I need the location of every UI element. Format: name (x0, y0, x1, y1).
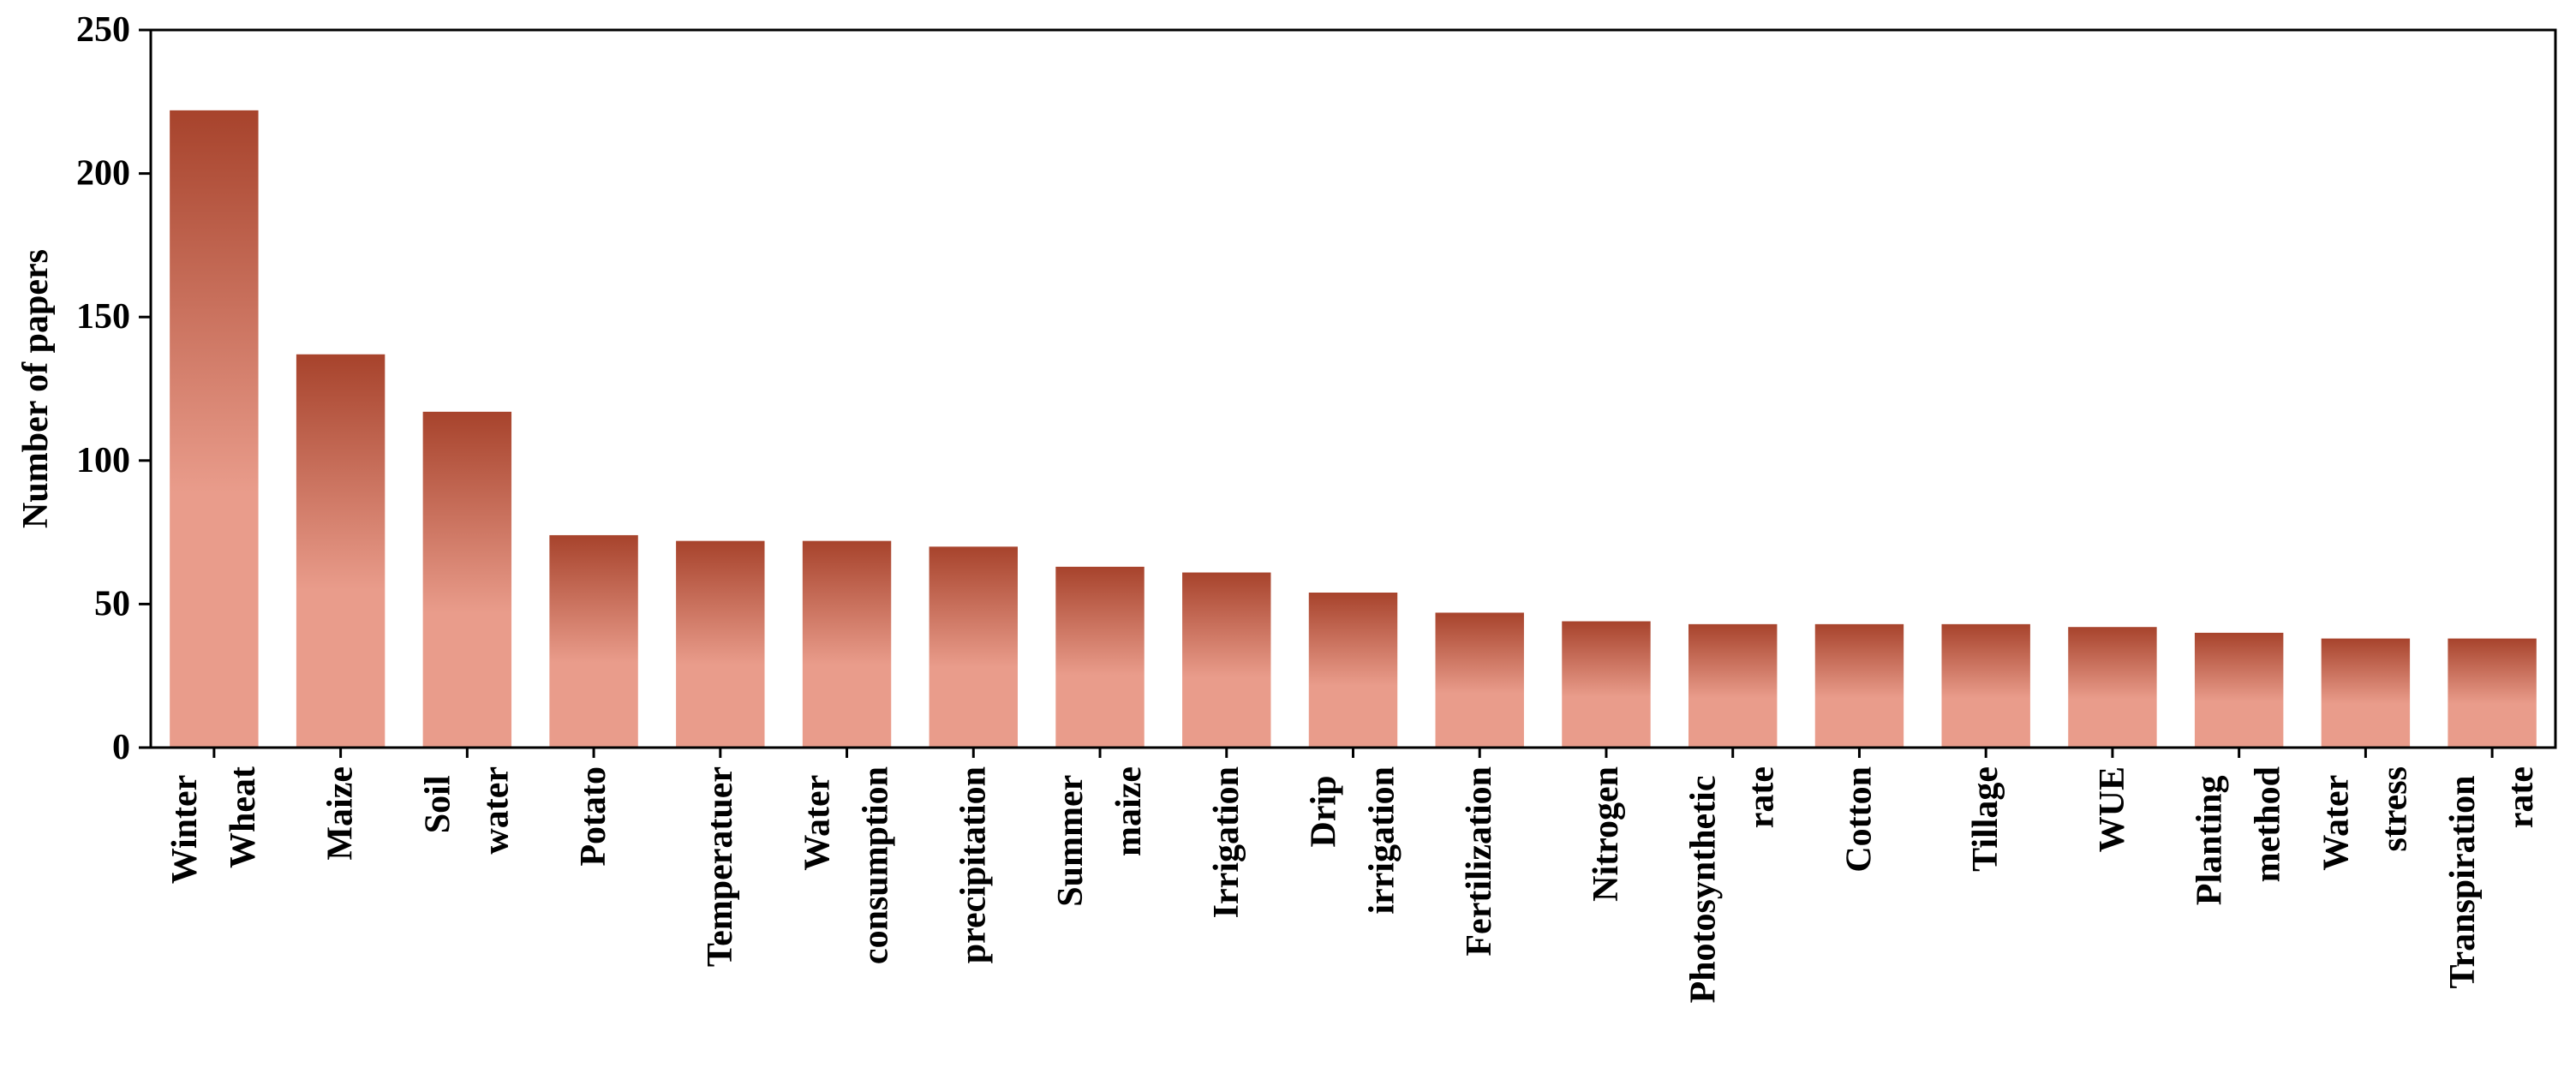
bar (802, 540, 892, 748)
y-tick-label: 50 (94, 584, 130, 623)
y-axis-title: Number of papers (16, 249, 56, 528)
x-tick-label: Tillage (1966, 766, 2005, 872)
bar (2321, 638, 2411, 748)
x-tick-label: Maize (321, 766, 361, 861)
x-tick-label: Winter Wheat (165, 766, 263, 884)
x-tick-label: Fertilization (1460, 766, 1499, 957)
x-tick-label: Nitrogen (1587, 766, 1626, 902)
bar (549, 534, 638, 748)
x-tick-label: Cotton (1839, 766, 1879, 873)
y-tick-label: 200 (76, 154, 130, 194)
bar (1055, 566, 1145, 748)
bar (2068, 627, 2157, 748)
x-tick-label: WUE (2093, 766, 2132, 852)
x-tick-label: Photosynthetic rate (1684, 766, 1782, 1004)
x-tick-label: Summer maize (1051, 766, 1149, 907)
bar (1688, 623, 1778, 748)
x-tick-label: precipitation (953, 766, 993, 963)
bar (1941, 623, 2030, 748)
y-tick-label: 100 (76, 441, 130, 480)
x-tick-label: Drip irrigation (1305, 766, 1402, 915)
y-tick-label: 0 (112, 728, 130, 767)
bar (170, 110, 259, 748)
x-tick-label: Planting method (2190, 766, 2288, 905)
y-tick-label: 150 (76, 297, 130, 337)
plot-frame (149, 28, 2557, 749)
bar (1562, 621, 1651, 748)
bar (676, 540, 765, 748)
x-tick-label: Irrigation (1207, 766, 1246, 918)
x-tick-label: Transpiration rate (2443, 766, 2541, 988)
bar (929, 546, 1018, 748)
bar (296, 354, 386, 748)
y-tick-label: 250 (76, 10, 130, 50)
bar (422, 411, 512, 748)
x-tick-label: Soil water (418, 766, 516, 855)
bar (1435, 612, 1524, 748)
bar (1308, 592, 1398, 748)
bar (2194, 632, 2284, 748)
bar (1182, 572, 1271, 748)
bar (1814, 623, 1904, 748)
bar (2447, 638, 2537, 748)
x-tick-label: Water stress (2316, 766, 2414, 871)
x-tick-label: Temperatuer (701, 766, 740, 967)
x-tick-label: Water consumption (798, 766, 896, 964)
x-tick-label: Potato (574, 766, 613, 867)
